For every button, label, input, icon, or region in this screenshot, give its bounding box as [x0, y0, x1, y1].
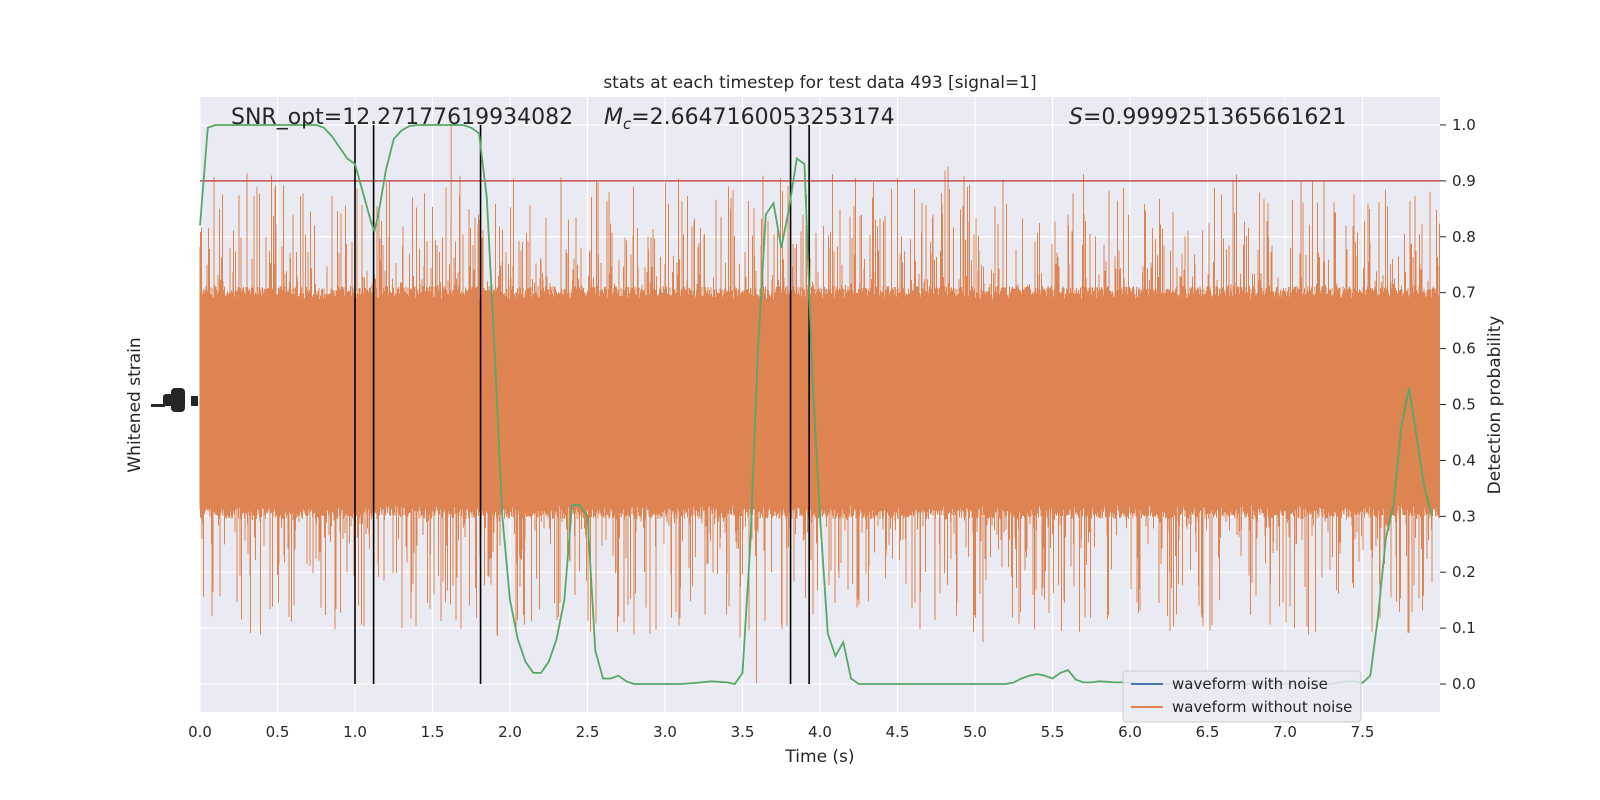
x-tick-label-10: 5.0: [963, 723, 987, 741]
right-axis-label: Detection probability: [1485, 316, 1505, 495]
right-tick-label-4: 0.4: [1452, 451, 1476, 469]
waveform-without-noise-series: [199, 124, 1440, 683]
left-axis-tick-overlap-2: [171, 388, 185, 412]
legend: waveform with noise waveform without noi…: [1122, 670, 1362, 723]
chirp-mass-annotation: Mc=2.6647160053253174: [604, 105, 895, 133]
x-tick-label-8: 4.0: [808, 723, 832, 741]
snr-annotation: SNR_opt=12.27177619934082: [231, 105, 573, 130]
x-tick-label-3: 1.5: [421, 723, 445, 741]
chart-title: stats at each timestep for test data 493…: [603, 73, 1036, 93]
legend-label-waveform-without-noise: waveform without noise: [1172, 698, 1352, 716]
statistic-annotation: S=0.9999251365661621: [1069, 105, 1346, 130]
x-tick-label-1: 0.5: [266, 723, 290, 741]
right-tick-label-3: 0.3: [1452, 507, 1476, 525]
x-axis-label: Time (s): [784, 747, 854, 767]
statistic-symbol: S: [1069, 105, 1083, 130]
x-tick-label-2: 1.0: [343, 723, 367, 741]
x-tick-label-7: 3.5: [731, 723, 755, 741]
x-tick-label-9: 4.5: [886, 723, 910, 741]
x-tick-label-14: 7.0: [1273, 723, 1297, 741]
x-tick-label-15: 7.5: [1351, 723, 1375, 741]
x-tick-label-6: 3.0: [653, 723, 677, 741]
waveform-without-noise-line: [199, 124, 1440, 683]
left-axis-label: Whitened strain: [125, 337, 145, 472]
x-tick-label-0: 0.0: [188, 723, 212, 741]
left-axis-tick-labels: [151, 388, 198, 412]
right-tick-label-7: 0.7: [1452, 284, 1476, 302]
chirp-mass-symbol: M: [604, 105, 623, 130]
right-tick-label-6: 0.6: [1452, 340, 1476, 358]
x-tick-label-4: 2.0: [498, 723, 522, 741]
legend-label-waveform-with-noise: waveform with noise: [1172, 675, 1328, 693]
x-tick-label-11: 5.5: [1041, 723, 1065, 741]
right-tick-label-8: 0.8: [1452, 228, 1476, 246]
left-axis-tick-overlap-3: [191, 396, 198, 406]
x-axis-ticks: 0.0 0.5 1.0 1.5 2.0 2.5 3.0 3.5 4.0 4.5 5.0 5.5 6.0 6…: [188, 723, 1374, 741]
x-tick-label-5: 2.5: [576, 723, 600, 741]
right-tick-label-9: 0.9: [1452, 172, 1476, 190]
right-tick-label-0: 0.0: [1452, 675, 1476, 693]
right-tick-label-5: 0.5: [1452, 396, 1476, 414]
right-tick-label-2: 0.2: [1452, 563, 1476, 581]
legend-box: [1122, 670, 1362, 723]
right-axis-ticks: 0.0 0.1 0.2 0.3 0.4 0.5 0.6 0.7 0.8 0.9 1.0: [1440, 116, 1476, 693]
chirp-mass-value: =2.6647160053253174: [631, 105, 894, 130]
vertical-markers: [354, 124, 810, 685]
chirp-mass-subscript: c: [623, 115, 632, 133]
left-axis-tick-mark: [151, 404, 165, 407]
statistic-value: =0.9999251365661621: [1083, 105, 1346, 130]
right-tick-label-1: 0.1: [1452, 619, 1476, 637]
x-tick-label-12: 6.0: [1118, 723, 1142, 741]
right-tick-label-10: 1.0: [1452, 116, 1476, 134]
x-tick-label-13: 6.5: [1196, 723, 1220, 741]
